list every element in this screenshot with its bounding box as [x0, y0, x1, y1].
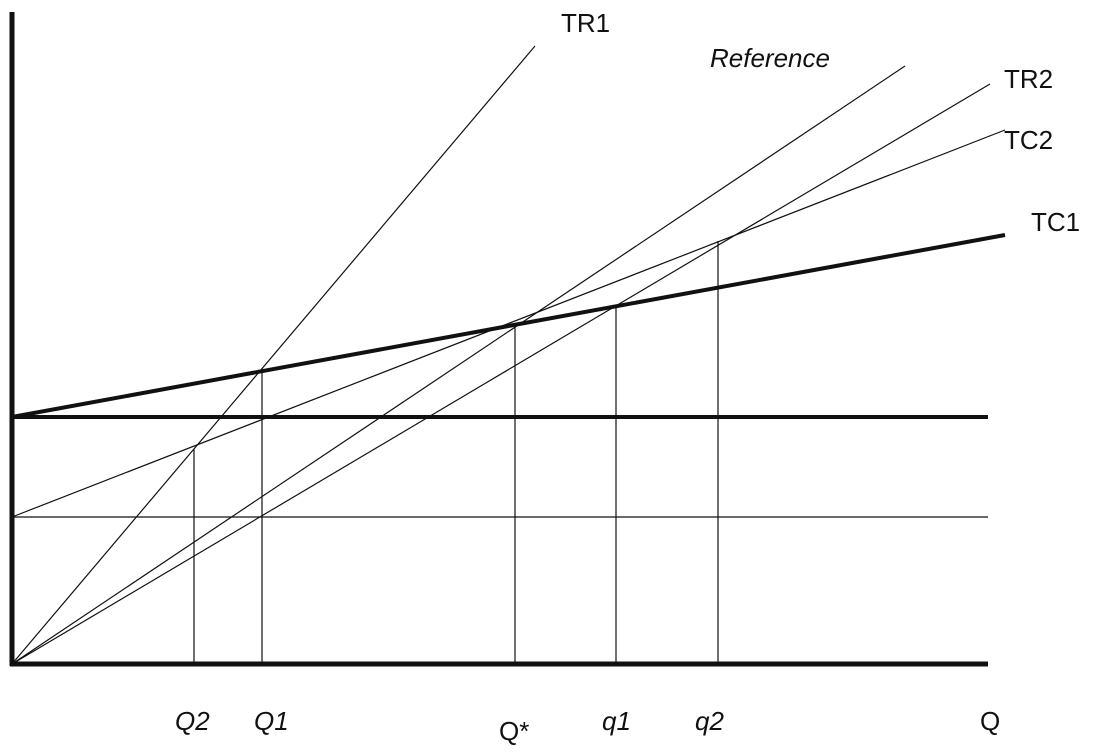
tc1-line	[11, 233, 1006, 419]
reference-label: Reference	[710, 43, 830, 73]
reference-line	[11, 65, 906, 665]
tc2-line	[11, 129, 1006, 518]
q2-upper-label: Q2	[175, 706, 210, 736]
tc2-label: TC2	[1004, 125, 1053, 155]
tc1-label: TC1	[1031, 207, 1080, 237]
q-axis-label: Q	[980, 706, 1000, 736]
tr2-line	[11, 83, 991, 665]
q1-lower-label: q1	[602, 706, 631, 736]
q-star-label: Q*	[499, 716, 529, 746]
tr1-label: TR1	[561, 8, 610, 38]
tr2-label: TR2	[1004, 64, 1053, 94]
q2-lower-label: q2	[695, 706, 724, 736]
q1-upper-label: Q1	[254, 706, 289, 736]
tr1-line	[11, 45, 536, 665]
